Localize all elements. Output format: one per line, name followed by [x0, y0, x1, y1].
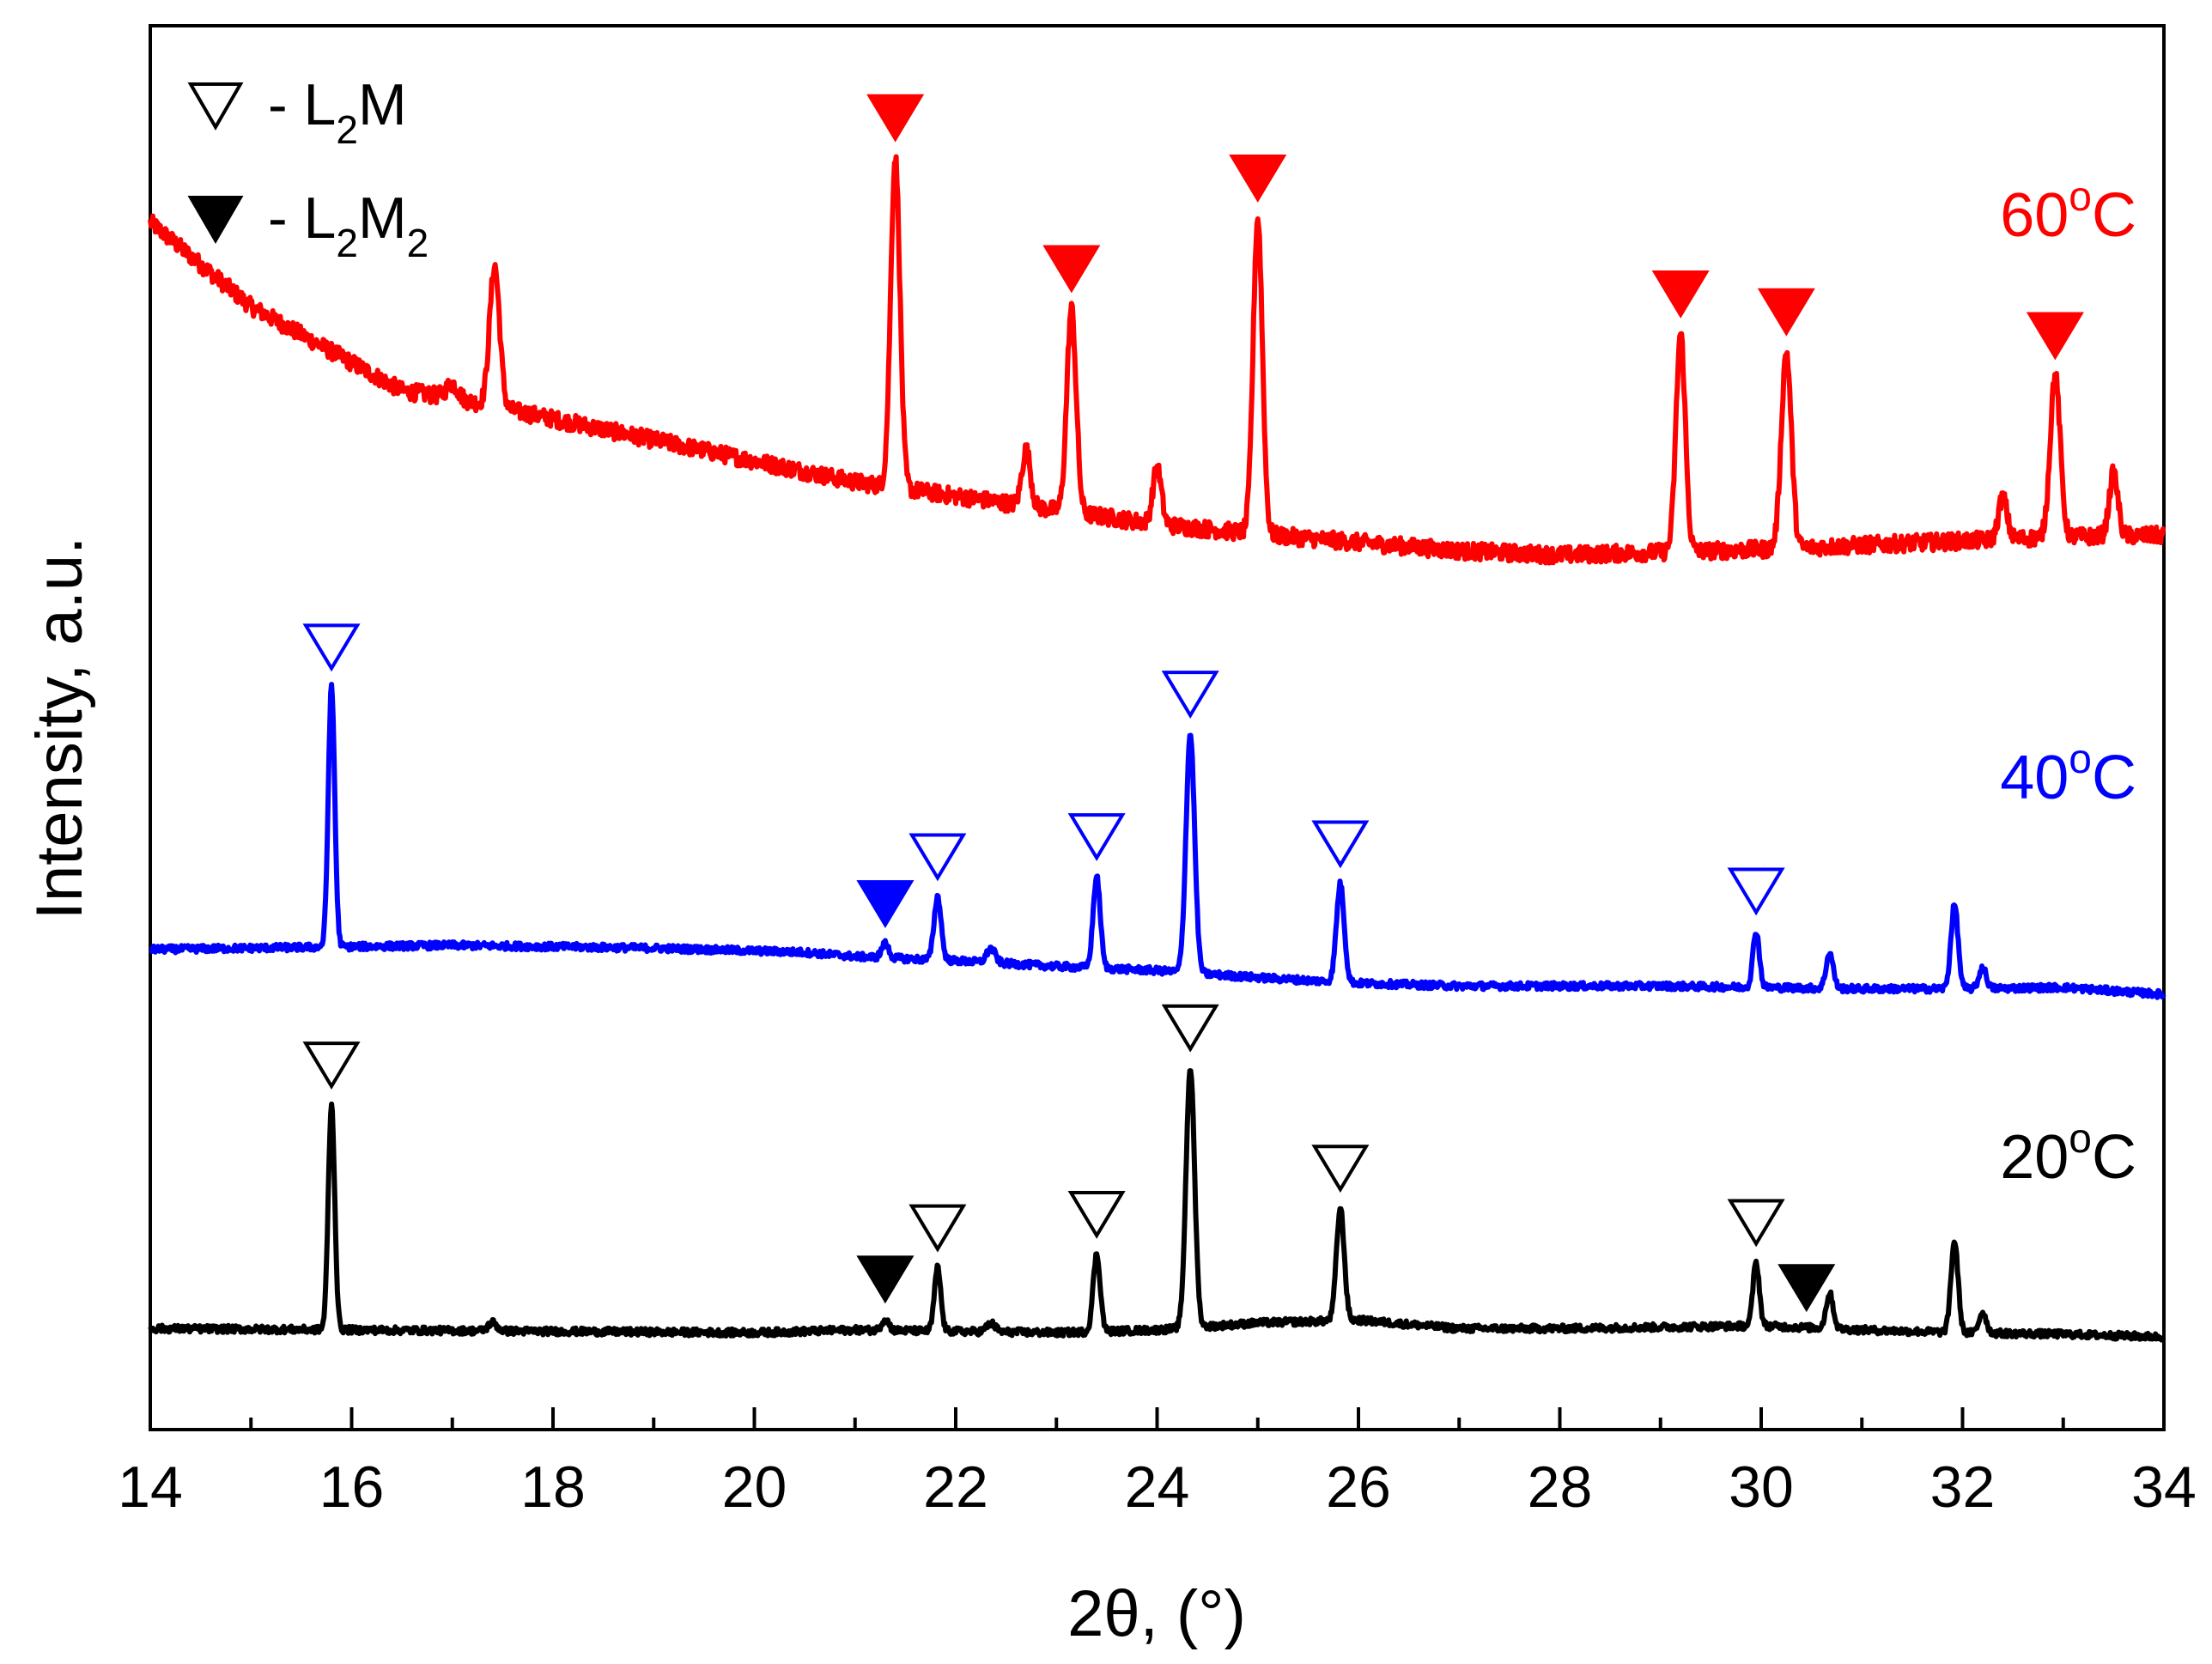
- x-tick-label: 28: [1528, 1454, 1593, 1520]
- series-line-60: [148, 154, 2166, 566]
- x-tick-label: 30: [1729, 1454, 1794, 1520]
- open-triangle-marker: [302, 623, 361, 672]
- filled-triangle-marker: [856, 880, 915, 929]
- legend: - L2M - L2M2: [187, 72, 428, 265]
- filled-triangle-marker: [1229, 154, 1287, 203]
- series-layer: [148, 154, 2166, 1343]
- legend-entry-l2m2: - L2M2: [268, 185, 428, 265]
- filled-triangle-marker: [1651, 270, 1710, 319]
- series-label-40c: 40oC: [2000, 737, 2136, 812]
- filled-triangle-marker: [856, 1255, 915, 1304]
- filled-triangle-marker: [2026, 312, 2084, 361]
- open-triangle-marker: [1067, 813, 1126, 862]
- legend-entry-l2m: - L2M: [268, 72, 407, 152]
- x-tick-label: 14: [118, 1454, 183, 1520]
- x-tick-label: 16: [319, 1454, 385, 1520]
- plot-frame: [149, 24, 2166, 1431]
- x-tick-label: 24: [1125, 1454, 1190, 1520]
- peak-markers: [302, 94, 2084, 1313]
- open-triangle-marker: [1311, 1145, 1370, 1193]
- x-tick-label: 18: [520, 1454, 586, 1520]
- y-axis-title: Intensity, a.u.: [23, 537, 96, 920]
- x-axis-title: 2θ, (°): [1067, 1577, 1246, 1650]
- x-tick-label: 26: [1326, 1454, 1391, 1520]
- x-axis-ticks: 14 16 18 20 22 24 26 28 30 32 34: [118, 1407, 2197, 1520]
- series-label-60c: 60oC: [2000, 174, 2136, 250]
- open-triangle-marker: [908, 1204, 967, 1253]
- open-triangle-marker: [908, 833, 967, 882]
- open-triangle-marker: [1161, 1004, 1219, 1053]
- open-triangle-marker: [302, 1042, 361, 1090]
- open-triangle-marker: [1727, 1199, 1785, 1248]
- legend-filled-triangle-icon: [187, 196, 244, 244]
- filled-triangle-marker: [1757, 288, 1815, 337]
- open-triangle-marker: [1311, 820, 1370, 869]
- open-triangle-marker: [1161, 671, 1219, 719]
- filled-triangle-marker: [866, 94, 925, 143]
- filled-triangle-marker: [1042, 245, 1101, 294]
- open-triangle-marker: [1727, 867, 1785, 916]
- x-tick-label: 20: [722, 1454, 787, 1520]
- x-tick-label: 34: [2131, 1454, 2197, 1520]
- x-tick-label: 32: [1930, 1454, 1996, 1520]
- x-tick-label: 22: [923, 1454, 988, 1520]
- filled-triangle-marker: [1778, 1264, 1836, 1313]
- legend-open-triangle-icon: [187, 82, 244, 131]
- open-triangle-marker: [1067, 1190, 1126, 1239]
- series-label-20c: 20oC: [2000, 1116, 2136, 1192]
- series-line-40: [149, 682, 2166, 1000]
- series-line-20: [148, 1068, 2166, 1343]
